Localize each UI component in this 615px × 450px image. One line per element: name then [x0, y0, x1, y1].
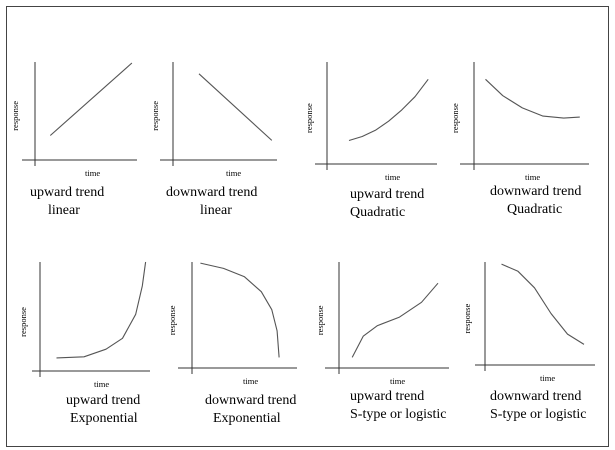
caption-line-1: upward trend — [350, 187, 424, 202]
caption-line-1: downward trend — [166, 185, 257, 200]
caption-line-2: linear — [200, 203, 232, 218]
trend-curve — [198, 73, 273, 141]
caption-line-1: downward trend — [205, 393, 296, 408]
panel-grid: time response upward trend linear time respon… — [10, 62, 595, 426]
trend-curve — [348, 78, 429, 142]
trend-curve — [501, 263, 585, 345]
caption-line-1: downward trend — [490, 184, 581, 199]
y-axis-label: response — [462, 304, 472, 334]
y-axis-label: response — [18, 307, 28, 337]
y-axis-label: response — [450, 103, 460, 133]
panel-8: time response downward trend S-type or logi… — [462, 262, 595, 422]
panel-3: time response upward trend Quadratic — [304, 62, 437, 220]
caption-line-2: Quadratic — [507, 202, 562, 217]
panel-1: time response upward trend linear — [10, 62, 137, 218]
figure-border — [6, 6, 609, 447]
caption-line-2: S-type or logistic — [490, 407, 586, 422]
x-axis-label: time — [540, 373, 555, 383]
y-axis-label: response — [10, 101, 20, 131]
trend-curve — [351, 282, 439, 358]
y-axis-label: response — [167, 305, 177, 335]
caption-line-1: downward trend — [490, 389, 581, 404]
caption-line-2: Quadratic — [350, 205, 405, 220]
caption-line-2: S-type or logistic — [350, 407, 446, 422]
caption-line-2: linear — [48, 203, 80, 218]
y-axis-label: response — [315, 305, 325, 335]
x-axis-label: time — [94, 379, 109, 389]
trend-curve — [56, 261, 147, 359]
panel-7: time response upward trend S-type or logist… — [315, 262, 449, 422]
caption-line-2: Exponential — [70, 411, 138, 426]
trend-curve — [49, 62, 133, 136]
x-axis-label: time — [385, 172, 400, 182]
x-axis-label: time — [390, 376, 405, 386]
panel-5: time response upward trend Exponential — [18, 261, 150, 426]
y-axis-label: response — [304, 103, 314, 133]
x-axis-label: time — [243, 376, 258, 386]
trend-curve — [485, 78, 580, 119]
x-axis-label: time — [85, 168, 100, 178]
x-axis-label: time — [226, 168, 241, 178]
panel-2: time response downward trend linear — [150, 62, 277, 218]
caption-line-1: upward trend — [350, 389, 424, 404]
caption-line-2: Exponential — [213, 411, 281, 426]
panel-6: time response downward trend Exponential — [167, 262, 297, 426]
trend-curve — [200, 262, 280, 358]
caption-line-1: upward trend — [30, 185, 104, 200]
caption-line-1: upward trend — [66, 393, 140, 408]
y-axis-label: response — [150, 101, 160, 131]
x-axis-label: time — [525, 172, 540, 182]
panel-4: time response downward trend Quadratic — [450, 62, 589, 217]
